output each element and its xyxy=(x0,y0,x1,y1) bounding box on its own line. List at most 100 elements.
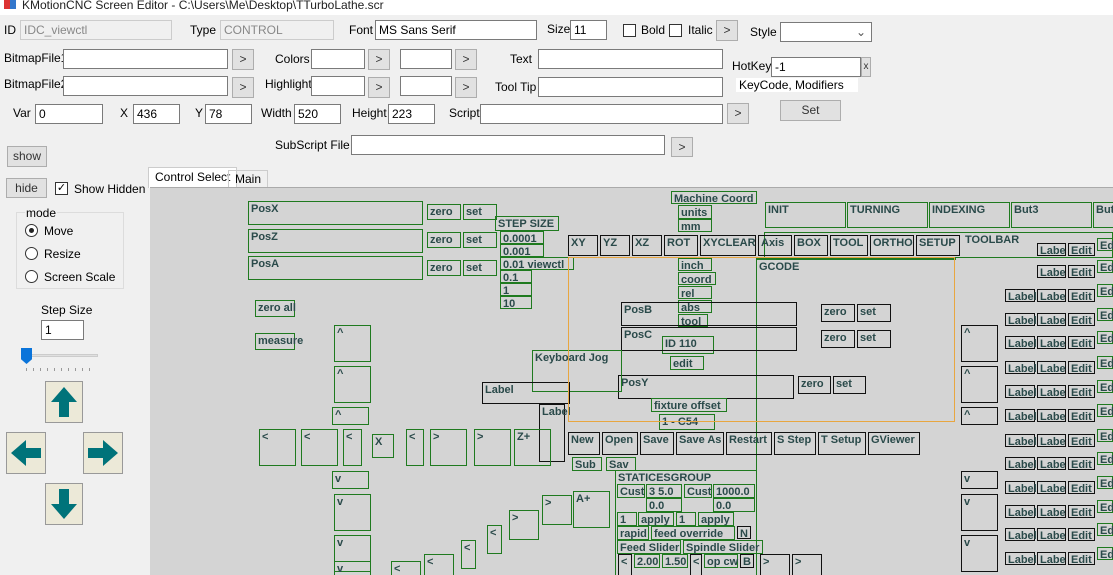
canvas-control--[interactable]: > xyxy=(792,554,822,575)
canvas-control-zero[interactable]: zero xyxy=(821,304,855,322)
grid-edit[interactable]: Ed xyxy=(1097,523,1113,537)
show-hidden-checkbox[interactable]: ✓ xyxy=(55,182,68,195)
canvas-control-zero[interactable]: zero xyxy=(821,330,855,348)
canvas-control-0-1[interactable]: 0.1 xyxy=(500,270,532,284)
grid-edit[interactable]: Edit xyxy=(1068,409,1095,423)
grid-edit[interactable]: Ed xyxy=(1097,284,1113,298)
canvas-control--[interactable]: < xyxy=(406,429,424,466)
canvas-control-1[interactable]: 1 xyxy=(500,283,532,297)
jog-down-button[interactable] xyxy=(45,483,83,525)
canvas-control-10[interactable]: 10 xyxy=(500,296,532,310)
canvas-control-zero[interactable]: zero xyxy=(427,204,461,220)
show-button[interactable]: show xyxy=(7,146,47,167)
canvas-control--[interactable]: > xyxy=(760,554,790,575)
grid-edit[interactable]: Ed xyxy=(1097,476,1113,490)
mode-move-radio[interactable] xyxy=(25,224,38,237)
canvas-control--[interactable]: > xyxy=(542,495,572,525)
step-slider-thumb[interactable] xyxy=(21,348,32,364)
canvas-control-0-0[interactable]: 0.0 xyxy=(646,498,682,512)
canvas-control-save-as[interactable]: Save As xyxy=(676,432,724,455)
canvas-control-op-cw[interactable]: op cw xyxy=(704,554,738,568)
canvas-control-set[interactable]: set xyxy=(463,232,497,248)
canvas-control-axis[interactable]: Axis xyxy=(758,235,792,256)
grid-edit[interactable]: Edit xyxy=(1068,505,1095,519)
grid-edit[interactable]: Ed xyxy=(1097,500,1113,514)
canvas-control-open[interactable]: Open xyxy=(602,432,638,455)
bitmap1-field[interactable] xyxy=(63,49,228,69)
canvas-control-1000-0[interactable]: 1000.0 xyxy=(713,484,755,498)
color2-field[interactable] xyxy=(400,49,452,69)
canvas-control-0-0001[interactable]: 0.0001 xyxy=(500,231,544,245)
canvas-control-posx[interactable]: PosX xyxy=(248,201,423,225)
grid-label[interactable]: Label xyxy=(1005,313,1037,327)
canvas-control-init[interactable]: INIT xyxy=(765,202,846,228)
grid-label[interactable]: Labe xyxy=(1037,434,1066,448)
set-button[interactable]: Set xyxy=(780,100,841,121)
color2-browse-button[interactable]: > xyxy=(455,49,477,70)
grid-edit[interactable]: Ed xyxy=(1097,404,1113,418)
canvas-control-apply[interactable]: apply xyxy=(638,512,674,526)
canvas-control-gviewer[interactable]: GViewer xyxy=(868,432,920,455)
bitmap2-field[interactable] xyxy=(63,76,228,96)
canvas-control-xyclear[interactable]: XYCLEAR xyxy=(700,235,756,256)
canvas-control-b[interactable]: B xyxy=(740,554,754,568)
canvas-control--[interactable]: < xyxy=(343,429,362,466)
grid-label[interactable]: Labe xyxy=(1037,313,1066,327)
step-slider-track[interactable] xyxy=(26,354,98,357)
grid-edit[interactable]: Edit xyxy=(1068,336,1095,350)
canvas-control-zero[interactable]: zero xyxy=(427,260,461,276)
canvas-control-cust[interactable]: Cust xyxy=(617,484,645,498)
canvas-control--[interactable]: > xyxy=(509,510,539,540)
grid-label[interactable]: Label xyxy=(1005,409,1037,423)
canvas-control-mm[interactable]: mm xyxy=(678,219,712,233)
canvas-control-set[interactable]: set xyxy=(857,330,891,348)
bitmap1-browse-button[interactable]: > xyxy=(232,49,254,70)
grid-label[interactable]: Labe xyxy=(1037,457,1066,471)
canvas-control-n[interactable]: N xyxy=(737,526,751,540)
canvas-control-sub[interactable]: Sub xyxy=(572,457,602,471)
grid-label[interactable]: Labe xyxy=(1037,265,1066,279)
canvas-control-v[interactable]: v xyxy=(334,494,371,531)
grid-label[interactable]: Label xyxy=(1005,481,1037,495)
size-field[interactable]: 11 xyxy=(570,20,607,40)
grid-edit[interactable]: Ed xyxy=(1097,356,1113,370)
canvas-control-setup[interactable]: SETUP xyxy=(916,235,960,256)
canvas-control--[interactable]: ^ xyxy=(334,325,371,362)
tab-main[interactable]: Main xyxy=(228,170,269,187)
canvas-control-cust[interactable]: Cust xyxy=(684,484,712,498)
canvas-control-machine-coord[interactable]: Machine Coord xyxy=(671,191,757,205)
hotkey-clear-button[interactable]: x xyxy=(861,57,871,77)
jog-left-button[interactable] xyxy=(6,432,46,474)
canvas-control-yz[interactable]: YZ xyxy=(600,235,630,256)
canvas-control--[interactable]: ^ xyxy=(961,325,998,362)
canvas-control--[interactable]: < xyxy=(424,554,454,575)
hide-button[interactable]: hide xyxy=(6,178,47,198)
color1-browse-button[interactable]: > xyxy=(368,49,390,70)
grid-label[interactable]: Label xyxy=(1005,336,1037,350)
mode-resize-radio[interactable] xyxy=(25,247,38,260)
canvas-control-1-c54[interactable]: 1 - C54 xyxy=(659,414,715,430)
bitmap2-browse-button[interactable]: > xyxy=(232,77,254,98)
highlight1-browse-button[interactable]: > xyxy=(368,77,390,98)
canvas-control-posa[interactable]: PosA xyxy=(248,256,423,280)
canvas-control-zero[interactable]: zero xyxy=(798,376,831,394)
canvas-control-abs[interactable]: abs xyxy=(678,300,712,314)
canvas-control-inch[interactable]: inch xyxy=(678,258,712,272)
grid-edit[interactable]: Edit xyxy=(1068,313,1095,327)
text-field[interactable] xyxy=(538,49,723,69)
canvas-control-v[interactable]: v xyxy=(961,535,998,572)
canvas-control-step-size[interactable]: STEP SIZE xyxy=(495,216,559,231)
grid-edit[interactable]: Edit xyxy=(1068,528,1095,542)
grid-edit[interactable]: Ed xyxy=(1097,452,1113,466)
canvas-control--[interactable]: ^ xyxy=(961,407,998,425)
canvas-control-rapid[interactable]: rapid xyxy=(617,526,649,540)
canvas-control-x[interactable]: X xyxy=(372,434,394,458)
canvas-control-feed-slider[interactable]: Feed Slider xyxy=(617,540,681,554)
grid-label[interactable]: Label xyxy=(1005,528,1037,542)
canvas-control-0-01-viewctl[interactable]: 0.01 viewctl xyxy=(500,257,574,271)
y-field[interactable]: 78 xyxy=(205,104,252,124)
grid-label[interactable]: Label xyxy=(1005,434,1037,448)
grid-edit[interactable]: Edit xyxy=(1068,243,1095,257)
canvas-control--[interactable]: < xyxy=(618,554,632,575)
canvas-control-v[interactable]: v xyxy=(334,535,371,572)
